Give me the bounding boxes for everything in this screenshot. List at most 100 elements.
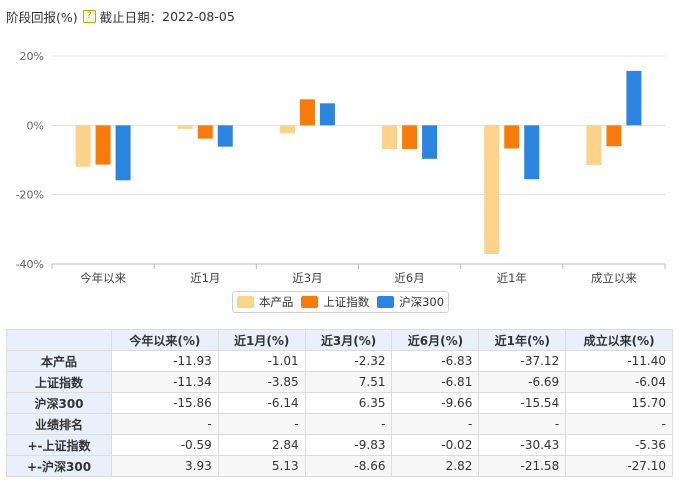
bar-csi300: [422, 125, 438, 159]
col-header-1y: 近1年(%): [478, 329, 567, 351]
legend-swatch-product: [236, 296, 254, 308]
table-header-row: 今年以来(%) 近1月(%) 近3月(%) 近6月(%) 近1年(%) 成立以来…: [6, 329, 673, 351]
table-corner-cell: [6, 329, 112, 351]
legend-item-sse[interactable]: 上证指数: [301, 294, 369, 310]
table-cell: -15.54: [478, 392, 567, 414]
bar-product: [279, 125, 295, 134]
table-cell: -9.66: [391, 392, 480, 414]
row-label: 上证指数: [6, 371, 112, 393]
table-cell: -6.69: [478, 371, 567, 393]
bar-sse: [504, 125, 520, 149]
bar-product: [484, 125, 500, 255]
table-cell: -21.58: [478, 455, 567, 477]
bar-sse: [197, 125, 213, 139]
bar-product: [586, 125, 602, 165]
table-cell: -0.02: [391, 434, 480, 456]
row-label: +-上证指数: [6, 434, 112, 456]
table-cell: -15.86: [111, 392, 219, 414]
table-cell: -: [478, 413, 567, 435]
col-header-since-inception: 成立以来(%): [565, 329, 673, 351]
x-tick-label: 近6月: [394, 271, 424, 285]
help-icon[interactable]: ?: [82, 9, 96, 23]
table-cell: -6.83: [391, 350, 480, 372]
bar-product: [177, 125, 193, 129]
x-tick-label: 近3月: [292, 271, 322, 285]
legend-label-csi300: 沪深300: [399, 295, 445, 309]
table-cell: 2.82: [391, 455, 480, 477]
table-cell: -2.32: [304, 350, 393, 372]
cutoff-date-label: 截止日期：: [99, 9, 163, 25]
legend-item-csi300[interactable]: 沪深300: [377, 294, 444, 310]
row-label: +-沪深300: [6, 455, 112, 477]
table-cell: -11.34: [111, 371, 219, 393]
bar-product: [75, 125, 91, 167]
bar-csi300: [319, 103, 335, 126]
bar-csi300: [217, 125, 233, 147]
table-row: 业绩排名 - - - - - -: [6, 413, 673, 435]
table-cell: -37.12: [478, 350, 567, 372]
table-row: 上证指数 -11.34 -3.85 7.51 -6.81 -6.69 -6.04: [6, 371, 673, 393]
chart-legend: 本产品 上证指数 沪深300: [232, 291, 449, 313]
table-cell: 3.93: [111, 455, 219, 477]
table-cell: 2.84: [217, 434, 306, 456]
table-cell: -11.93: [111, 350, 219, 372]
table-cell: -: [391, 413, 480, 435]
legend-label-product: 本产品: [258, 295, 294, 309]
legend-item-product[interactable]: 本产品: [236, 294, 294, 310]
table-cell: -: [565, 413, 673, 435]
table-cell: -: [111, 413, 219, 435]
bar-csi300: [626, 70, 642, 126]
table-row: 沪深300 -15.86 -6.14 6.35 -9.66 -15.54 15.…: [6, 392, 673, 414]
table-cell: -0.59: [111, 434, 219, 456]
bar-sse: [606, 125, 622, 147]
performance-bar-chart: 20% 0% -20% -40% 今年以来 近1月 近3月 近6月 近1年 成立以来: [16, 50, 666, 285]
x-tick-label: 成立以来: [591, 271, 637, 285]
y-tick-label: 0%: [27, 119, 44, 132]
y-tick-label: 20%: [20, 50, 44, 63]
x-tick-label: 近1年: [497, 271, 527, 285]
col-header-1m: 近1月(%): [217, 329, 306, 351]
table-row: +-上证指数 -0.59 2.84 -9.83 -0.02 -30.43 -5.…: [6, 434, 673, 456]
table-cell: -9.83: [304, 434, 393, 456]
table-cell: -3.85: [217, 371, 306, 393]
bar-sse: [299, 99, 315, 126]
section-title: 阶段回报(%): [6, 9, 78, 25]
table-cell: -5.36: [565, 434, 673, 456]
table-cell: -1.01: [217, 350, 306, 372]
table-cell: 5.13: [217, 455, 306, 477]
table-cell: -: [217, 413, 306, 435]
col-header-3m: 近3月(%): [304, 329, 393, 351]
row-label: 业绩排名: [6, 413, 112, 435]
bar-csi300: [115, 125, 131, 181]
table-cell: -6.04: [565, 371, 673, 393]
col-header-6m: 近6月(%): [391, 329, 480, 351]
table-row: 本产品 -11.93 -1.01 -2.32 -6.83 -37.12 -11.…: [6, 350, 673, 372]
table-cell: -6.81: [391, 371, 480, 393]
table-cell: -27.10: [565, 455, 673, 477]
bar-csi300: [524, 125, 540, 180]
table-cell: 6.35: [304, 392, 393, 414]
section-header: 阶段回报(%) ? 截止日期： 2022-08-05: [6, 6, 235, 26]
performance-table: 今年以来(%) 近1月(%) 近3月(%) 近6月(%) 近1年(%) 成立以来…: [6, 329, 673, 477]
cutoff-date-value: 2022-08-05: [162, 8, 235, 24]
legend-label-sse: 上证指数: [323, 295, 370, 309]
table-cell: 7.51: [304, 371, 393, 393]
table-cell: -30.43: [478, 434, 567, 456]
table-cell: 15.70: [565, 392, 673, 414]
table-cell: -8.66: [304, 455, 393, 477]
bar-sse: [95, 125, 111, 165]
table-row: +-沪深300 3.93 5.13 -8.66 2.82 -21.58 -27.…: [6, 455, 673, 477]
bar-sse: [402, 125, 418, 149]
table-cell: -11.40: [565, 350, 673, 372]
x-tick-label: 近1月: [190, 271, 220, 285]
table-cell: -: [304, 413, 393, 435]
bar-product: [382, 125, 398, 150]
x-tick-label: 今年以来: [80, 271, 126, 285]
col-header-ytd: 今年以来(%): [111, 329, 219, 351]
legend-swatch-csi300: [377, 296, 395, 308]
y-tick-label: -40%: [16, 258, 44, 271]
row-label: 本产品: [6, 350, 112, 372]
legend-swatch-sse: [301, 296, 319, 308]
table-cell: -6.14: [217, 392, 306, 414]
y-tick-label: -20%: [16, 189, 44, 202]
